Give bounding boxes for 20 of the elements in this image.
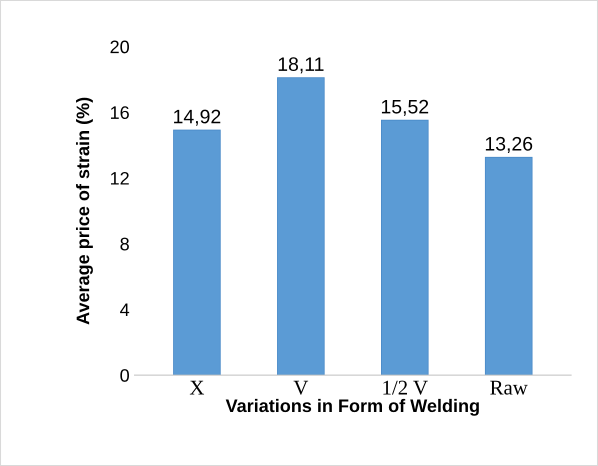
x-tick-label: V [294,380,308,395]
y-tick-label: 8 [120,238,129,250]
y-tick-label: 20 [110,40,129,54]
y-tick-label: 0 [120,369,129,382]
data-label: 18,11 [278,57,324,74]
y-tick-label: 16 [110,106,129,120]
data-label: 14,92 [174,110,220,126]
y-tick-label: 12 [110,172,129,185]
bar [380,120,429,376]
y-tick-label: 4 [120,304,130,316]
bar [173,130,221,376]
x-tick-label: 1/2 V [383,380,428,395]
x-tick-label: X [190,380,204,394]
data-label: 15,52 [382,100,428,116]
bar [484,156,533,376]
bar [277,77,325,376]
y-axis-title: Average price of strain (%) [76,98,93,324]
x-tick-label: Raw [490,380,528,395]
x-axis-title: Variations in Form of Welding [226,398,479,416]
data-label: 13,26 [486,136,532,153]
